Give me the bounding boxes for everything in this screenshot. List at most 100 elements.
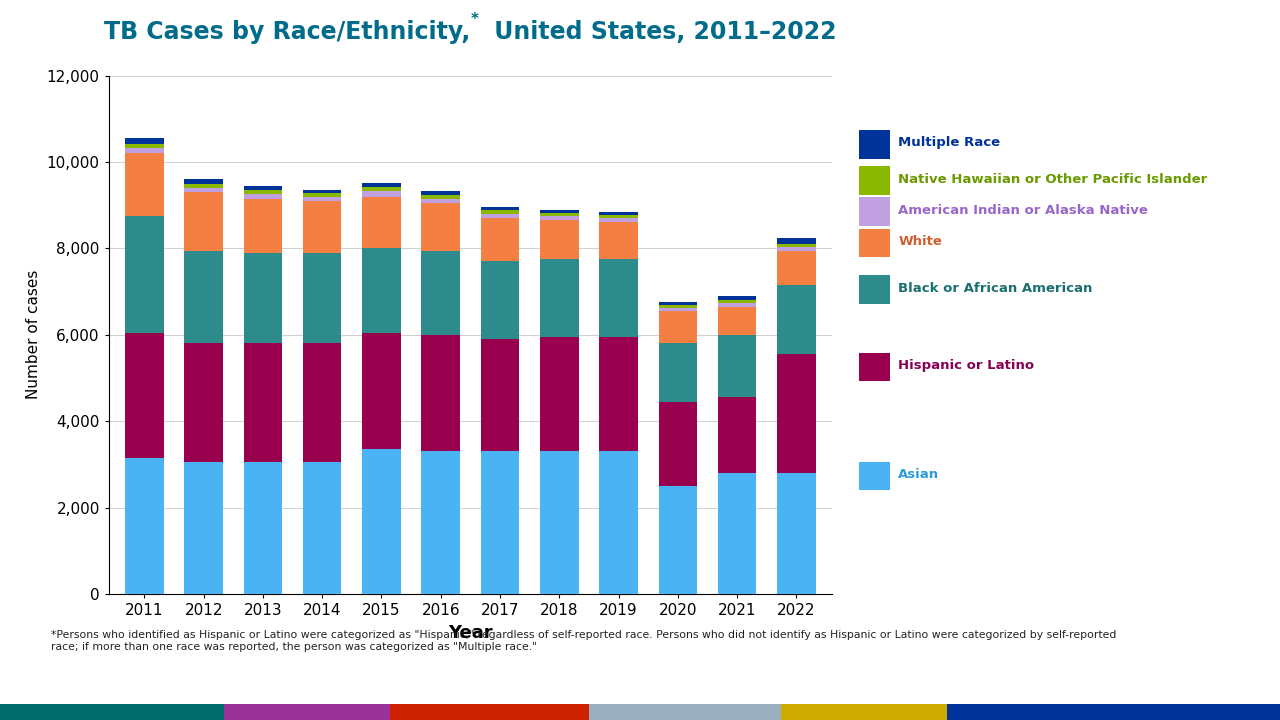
Bar bbox=[599, 337, 637, 451]
Bar bbox=[481, 214, 520, 218]
Bar bbox=[659, 305, 698, 307]
Bar bbox=[303, 201, 342, 253]
Bar bbox=[243, 462, 282, 594]
Bar bbox=[718, 300, 756, 303]
Bar bbox=[859, 353, 890, 382]
Bar bbox=[481, 207, 520, 210]
Y-axis label: Number of cases: Number of cases bbox=[26, 270, 41, 400]
Bar bbox=[362, 183, 401, 187]
Bar bbox=[481, 210, 520, 214]
Bar bbox=[859, 197, 890, 226]
Bar bbox=[718, 335, 756, 397]
Text: American Indian or Alaska Native: American Indian or Alaska Native bbox=[899, 204, 1148, 217]
Bar bbox=[859, 462, 890, 490]
Bar bbox=[589, 704, 781, 720]
Bar bbox=[540, 259, 579, 337]
Bar bbox=[540, 451, 579, 594]
Bar bbox=[362, 248, 401, 333]
Bar bbox=[777, 243, 815, 247]
Bar bbox=[481, 339, 520, 451]
Bar bbox=[781, 704, 947, 720]
Bar bbox=[125, 216, 164, 333]
Bar bbox=[947, 704, 1280, 720]
Bar bbox=[421, 199, 460, 203]
Bar bbox=[243, 199, 282, 253]
Bar bbox=[599, 222, 637, 259]
Bar bbox=[777, 251, 815, 285]
Bar bbox=[184, 462, 223, 594]
Bar bbox=[421, 451, 460, 594]
Bar bbox=[599, 215, 637, 218]
Bar bbox=[718, 397, 756, 473]
Bar bbox=[243, 253, 282, 343]
Bar bbox=[777, 247, 815, 251]
Bar bbox=[659, 343, 698, 402]
Text: *: * bbox=[471, 12, 479, 27]
Text: Hispanic or Latino: Hispanic or Latino bbox=[899, 359, 1034, 372]
Bar bbox=[859, 130, 890, 158]
Bar bbox=[303, 189, 342, 193]
Bar bbox=[125, 144, 164, 148]
Bar bbox=[859, 166, 890, 195]
Bar bbox=[540, 216, 579, 220]
Bar bbox=[481, 451, 520, 594]
Bar bbox=[718, 307, 756, 335]
Bar bbox=[303, 343, 342, 462]
Bar bbox=[777, 354, 815, 473]
Bar bbox=[362, 449, 401, 594]
Bar bbox=[125, 138, 164, 144]
Bar bbox=[421, 195, 460, 199]
Bar bbox=[777, 285, 815, 354]
Text: Native Hawaiian or Other Pacific Islander: Native Hawaiian or Other Pacific Islande… bbox=[899, 173, 1207, 186]
Bar bbox=[599, 259, 637, 337]
Bar bbox=[362, 333, 401, 449]
Bar bbox=[125, 333, 164, 458]
Bar bbox=[421, 251, 460, 335]
Bar bbox=[859, 228, 890, 257]
Bar bbox=[184, 188, 223, 192]
Bar bbox=[303, 462, 342, 594]
Bar bbox=[125, 148, 164, 153]
X-axis label: Year: Year bbox=[448, 624, 493, 642]
Text: *Persons who identified as Hispanic or Latino were categorized as "Hispanic," re: *Persons who identified as Hispanic or L… bbox=[51, 630, 1116, 652]
Bar bbox=[184, 343, 223, 462]
Bar bbox=[362, 192, 401, 197]
Text: Black or African American: Black or African American bbox=[899, 282, 1093, 294]
Text: United States, 2011–2022: United States, 2011–2022 bbox=[486, 20, 836, 45]
Bar bbox=[184, 184, 223, 188]
Bar bbox=[390, 704, 589, 720]
Bar bbox=[599, 218, 637, 222]
Bar bbox=[599, 212, 637, 215]
Bar bbox=[718, 303, 756, 307]
Bar bbox=[481, 261, 520, 339]
Bar bbox=[540, 337, 579, 451]
Bar bbox=[362, 197, 401, 248]
Bar bbox=[224, 704, 390, 720]
Bar bbox=[303, 253, 342, 343]
Bar bbox=[540, 220, 579, 259]
Bar bbox=[243, 190, 282, 194]
Bar bbox=[303, 197, 342, 201]
Bar bbox=[599, 451, 637, 594]
Bar bbox=[125, 153, 164, 216]
Bar bbox=[243, 186, 282, 190]
Bar bbox=[184, 179, 223, 184]
Bar bbox=[184, 251, 223, 343]
Bar bbox=[540, 212, 579, 216]
Bar bbox=[303, 193, 342, 197]
Bar bbox=[777, 238, 815, 243]
Bar bbox=[184, 192, 223, 251]
Bar bbox=[362, 187, 401, 192]
Bar bbox=[659, 302, 698, 305]
Bar bbox=[243, 343, 282, 462]
Bar bbox=[718, 473, 756, 594]
Text: White: White bbox=[899, 235, 942, 248]
Text: Asian: Asian bbox=[899, 468, 940, 481]
Bar bbox=[659, 402, 698, 486]
Bar bbox=[421, 203, 460, 251]
Bar bbox=[777, 473, 815, 594]
Bar bbox=[859, 275, 890, 304]
Bar bbox=[125, 458, 164, 594]
Bar bbox=[659, 307, 698, 311]
Text: Multiple Race: Multiple Race bbox=[899, 137, 1001, 150]
